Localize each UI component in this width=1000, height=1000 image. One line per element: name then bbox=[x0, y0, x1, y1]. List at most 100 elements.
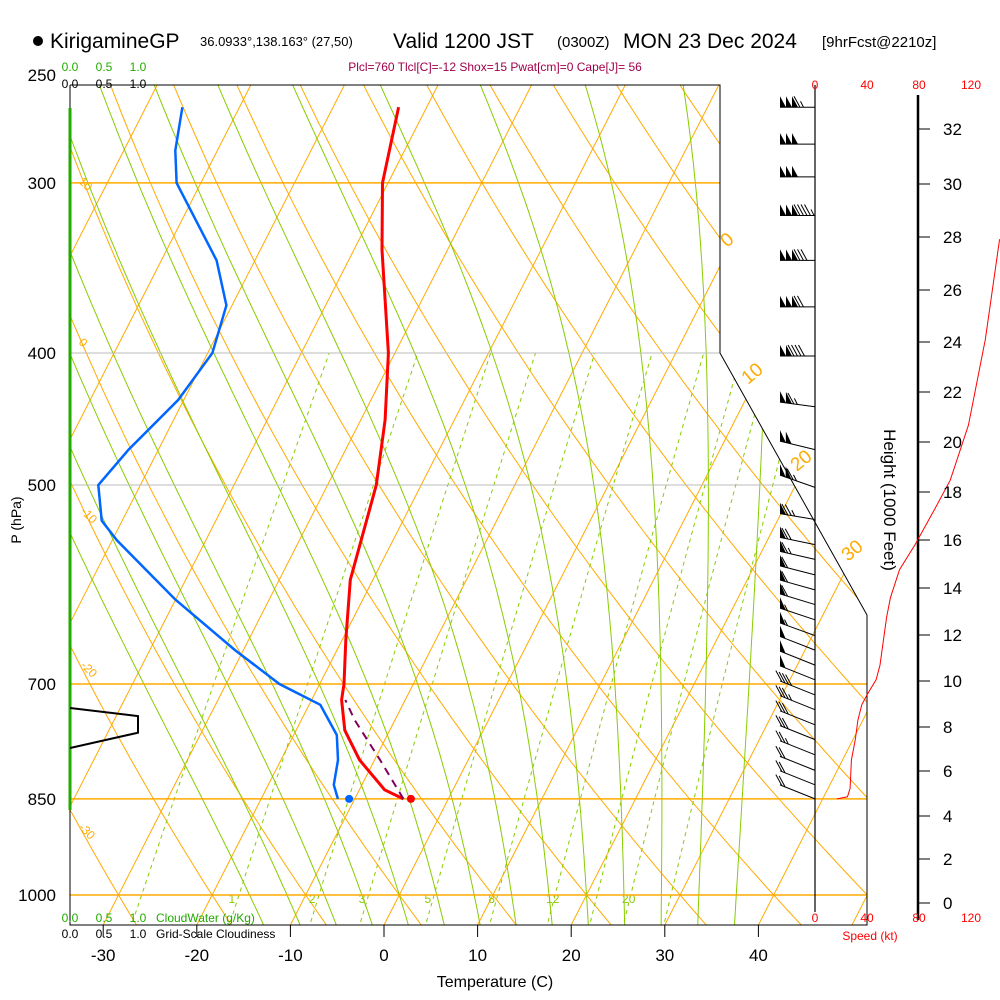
cloudiness-scale-top: 1.0 bbox=[130, 77, 147, 91]
barb-full bbox=[775, 730, 783, 742]
wind-barb bbox=[779, 625, 816, 651]
barb-shaft bbox=[779, 536, 816, 546]
barb-pennant bbox=[786, 295, 792, 307]
barb-pennant bbox=[780, 295, 786, 307]
wind-barb bbox=[775, 760, 816, 786]
dry-adiabat-line bbox=[532, 85, 867, 925]
temperature-line bbox=[340, 106, 405, 801]
barb-pennant bbox=[780, 582, 786, 596]
barb-pennant bbox=[780, 502, 786, 515]
mixing-ratio-label: 5 bbox=[425, 892, 432, 906]
dry-adiabat-label: -20 bbox=[78, 658, 100, 680]
barb-half bbox=[784, 619, 788, 626]
pressure-tick-label: 500 bbox=[28, 476, 56, 495]
pressure-tick-label: 300 bbox=[28, 174, 56, 193]
mixing-ratio-label: 3 bbox=[359, 892, 366, 906]
profiles bbox=[70, 106, 415, 803]
wind-barb bbox=[780, 295, 815, 308]
dry-adiabat-label: 0 bbox=[76, 335, 91, 350]
barb-full bbox=[794, 344, 802, 357]
isotherm-line bbox=[100, 85, 550, 925]
barb-pennant bbox=[780, 464, 786, 478]
axis-labels: 100-10-20-300102030250300400500700850100… bbox=[18, 60, 981, 965]
moist-adiabat-line bbox=[465, 85, 626, 925]
barb-full bbox=[781, 702, 789, 715]
isotherm-line bbox=[70, 85, 456, 925]
cloudiness-scale-top: 0.5 bbox=[96, 77, 113, 91]
moist-adiabat-line bbox=[70, 85, 303, 925]
height-tick-label: 30 bbox=[943, 175, 962, 194]
barb-shaft bbox=[779, 565, 816, 576]
barb-pennant bbox=[780, 526, 786, 539]
barb-pennant bbox=[780, 249, 786, 261]
pressure-tick-label: 850 bbox=[28, 790, 56, 809]
pressure-tick-label: 1000 bbox=[18, 886, 56, 905]
barb-pennant bbox=[792, 295, 798, 307]
barb-shaft bbox=[779, 695, 816, 711]
barb-full bbox=[775, 685, 783, 697]
barb-full bbox=[793, 249, 801, 261]
wind-barb bbox=[775, 745, 816, 771]
height-tick-label: 0 bbox=[943, 894, 952, 913]
barb-pennant bbox=[780, 204, 786, 216]
wind-barb bbox=[779, 569, 816, 591]
barb-full bbox=[781, 717, 789, 730]
mixing-ratio-label: 20 bbox=[622, 892, 636, 906]
dry-adiabat-line bbox=[221, 85, 806, 925]
moist-adiabat-line bbox=[86, 85, 446, 925]
mixing-ratio-line bbox=[588, 352, 742, 925]
moist-adiabat-line bbox=[277, 85, 554, 925]
barb-shaft bbox=[779, 770, 816, 786]
wind-barb bbox=[780, 204, 815, 216]
barb-shaft bbox=[779, 607, 816, 621]
moist-adiabat-line bbox=[70, 85, 267, 925]
wind-barb bbox=[780, 344, 815, 357]
mixing-ratio-line bbox=[357, 352, 536, 925]
wind-barb bbox=[775, 670, 816, 696]
barb-pennant bbox=[792, 133, 798, 145]
moist-adiabat-line bbox=[364, 85, 590, 925]
barb-half bbox=[787, 547, 792, 555]
isotherm-line bbox=[662, 85, 867, 925]
cloudwater-scale-top: 1.0 bbox=[130, 60, 147, 74]
barb-full bbox=[775, 774, 783, 786]
speed-tick-label-bottom: 80 bbox=[912, 911, 926, 925]
barb-pennant bbox=[786, 344, 792, 356]
barb-full bbox=[784, 504, 792, 516]
barb-full bbox=[778, 716, 786, 728]
cloudiness-title: Grid-Scale Cloudiness bbox=[156, 927, 275, 941]
isotherm-line bbox=[849, 85, 867, 925]
speed-tick-label-bottom: 40 bbox=[860, 911, 874, 925]
barb-full bbox=[781, 673, 789, 685]
barb-full bbox=[800, 204, 808, 216]
barb-half bbox=[800, 101, 804, 108]
barb-full bbox=[797, 249, 804, 261]
surface-dewpoint-dot bbox=[345, 794, 354, 803]
barb-shaft bbox=[779, 725, 816, 741]
wind-barb bbox=[780, 133, 815, 145]
barb-pennant bbox=[786, 249, 792, 261]
barb-full bbox=[778, 761, 786, 774]
x-tick-label: -20 bbox=[185, 946, 210, 965]
cloudiness-scale-bottom: 0.5 bbox=[96, 927, 113, 941]
wind-barb bbox=[775, 715, 816, 741]
mixing-ratio-line bbox=[545, 352, 705, 925]
barb-pennant bbox=[785, 391, 792, 404]
height-tick-label: 14 bbox=[943, 579, 962, 598]
pressure-tick-label: 250 bbox=[28, 66, 56, 85]
mixing-ratio-line bbox=[129, 352, 330, 925]
barb-shaft bbox=[779, 440, 816, 451]
dry-adiabat-line bbox=[408, 85, 867, 925]
dry-adiabat-line bbox=[470, 85, 867, 925]
barb-shaft bbox=[779, 622, 816, 637]
dry-adiabat-label: 10 bbox=[76, 174, 96, 194]
dry-adiabat-line bbox=[843, 85, 867, 925]
height-axis-title: Height (1000 Feet) bbox=[880, 429, 899, 571]
barb-full bbox=[778, 731, 786, 744]
speed-tick-label-top: 120 bbox=[961, 78, 981, 92]
barb-shaft bbox=[779, 680, 816, 696]
dry-adiabat-label: 30 bbox=[838, 536, 868, 566]
cloudwater-scale-top: 0.5 bbox=[96, 60, 113, 74]
surface-temperature-dot bbox=[406, 794, 415, 803]
barb-full bbox=[778, 701, 786, 714]
